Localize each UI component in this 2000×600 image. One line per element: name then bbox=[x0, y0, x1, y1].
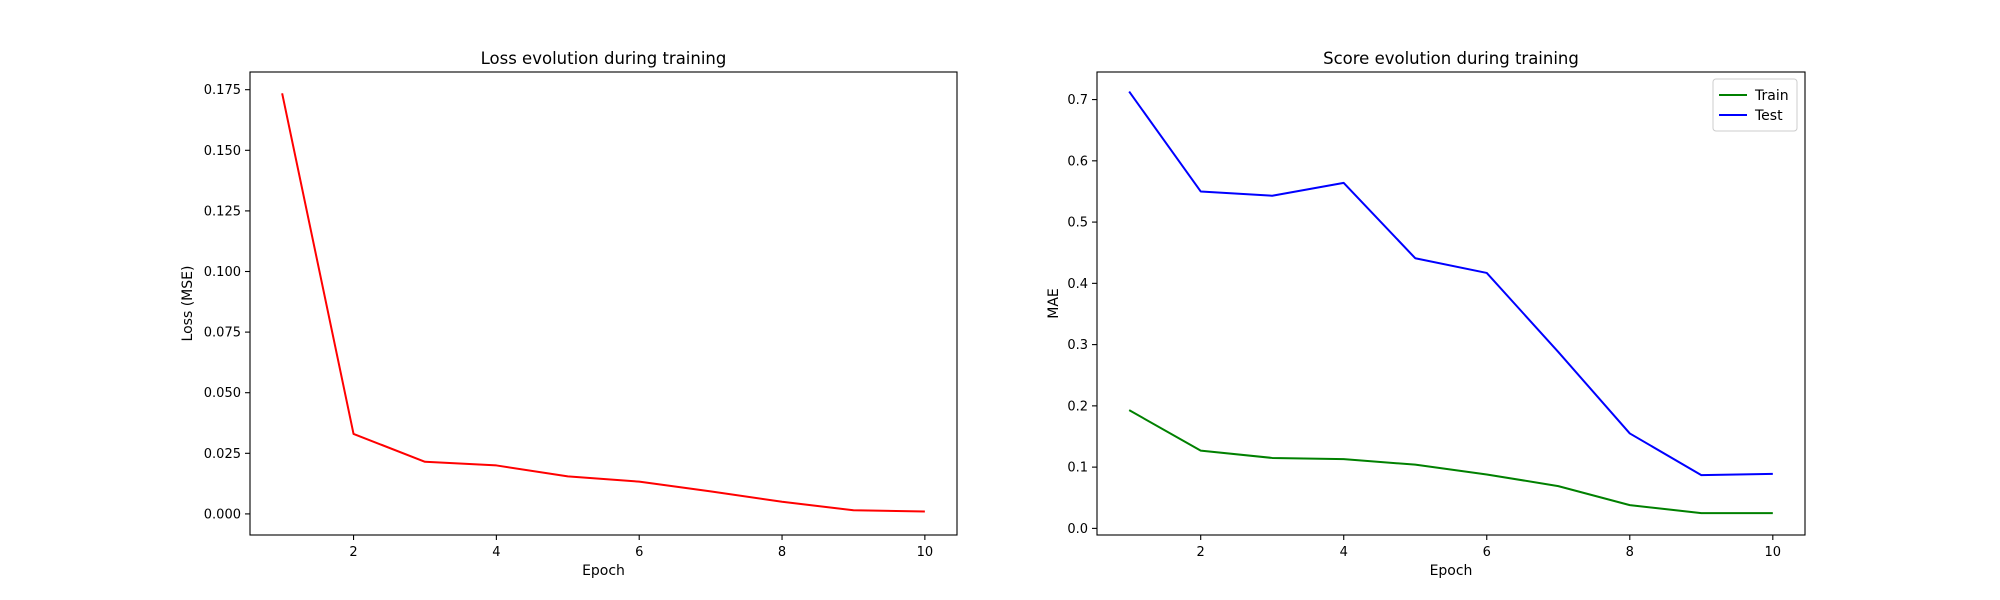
x-tick-label: 2 bbox=[1197, 545, 1205, 560]
y-tick-label: 0.2 bbox=[1067, 399, 1088, 414]
y-tick-label: 0.000 bbox=[204, 507, 241, 522]
loss-chart: 2 4 6 8 10 0.000 0.025 0.050 0.075 0.100 0.125 0.15… bbox=[180, 49, 958, 579]
y-tick-label: 0.7 bbox=[1067, 93, 1088, 108]
chart-title: Loss evolution during training bbox=[481, 49, 727, 68]
x-tick-label: 6 bbox=[1483, 545, 1491, 560]
x-tick-label: 8 bbox=[1626, 545, 1634, 560]
score-chart: 2 4 6 8 10 0.0 0.1 0.2 0.3 0.4 0.5 0.6 0.7 Score evol… bbox=[1046, 49, 1806, 579]
y-tick-label: 0.175 bbox=[204, 83, 241, 98]
y-tick-label: 0.1 bbox=[1067, 461, 1088, 476]
legend-label: Test bbox=[1754, 108, 1783, 124]
x-axis-label: Epoch bbox=[1430, 563, 1473, 579]
y-tick-label: 0.0 bbox=[1067, 522, 1088, 537]
x-tick-label: 10 bbox=[1765, 545, 1782, 560]
legend-box bbox=[1712, 78, 1798, 132]
y-tick-label: 0.050 bbox=[204, 386, 241, 401]
axes-frame bbox=[1096, 71, 1806, 536]
y-tick-label: 0.4 bbox=[1067, 277, 1088, 292]
x-tick-label: 10 bbox=[917, 545, 934, 560]
series-line bbox=[281, 93, 925, 513]
y-tick-label: 0.025 bbox=[204, 447, 241, 462]
y-tick-label: 0.5 bbox=[1067, 216, 1088, 231]
y-tick-label: 0.125 bbox=[204, 204, 241, 219]
series-line-test bbox=[1128, 91, 1773, 477]
y-axis-label: Loss (MSE) bbox=[180, 266, 196, 342]
series-line-train bbox=[1128, 409, 1773, 515]
axes-frame bbox=[249, 71, 958, 536]
y-tick-label: 0.075 bbox=[204, 326, 241, 341]
x-tick-label: 4 bbox=[1340, 545, 1348, 560]
y-tick-label: 0.150 bbox=[204, 144, 241, 159]
y-tick-label: 0.100 bbox=[204, 265, 241, 280]
x-tick-label: 6 bbox=[635, 545, 643, 560]
y-axis-label: MAE bbox=[1046, 288, 1062, 319]
y-tick-label: 0.3 bbox=[1067, 338, 1088, 353]
x-tick-label: 4 bbox=[492, 545, 500, 560]
x-tick-label: 8 bbox=[778, 545, 786, 560]
legend-label: Train bbox=[1754, 88, 1789, 104]
x-tick-label: 2 bbox=[349, 545, 357, 560]
y-tick-label: 0.6 bbox=[1067, 154, 1088, 169]
x-axis-label: Epoch bbox=[582, 563, 625, 579]
chart-title: Score evolution during training bbox=[1323, 49, 1579, 68]
